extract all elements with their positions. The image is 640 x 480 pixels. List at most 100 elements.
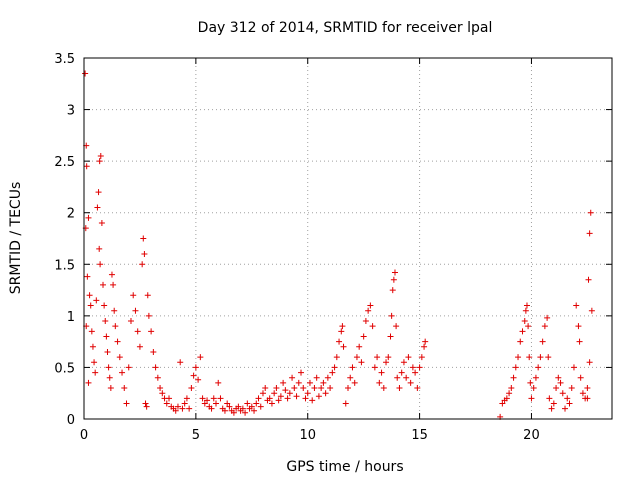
data-point xyxy=(251,407,258,414)
data-point xyxy=(340,343,347,350)
data-point xyxy=(85,379,92,386)
data-point xyxy=(541,323,548,330)
data-point xyxy=(280,379,287,386)
data-point xyxy=(91,359,98,366)
data-point xyxy=(140,235,147,242)
data-point xyxy=(568,385,575,392)
data-point xyxy=(403,374,410,381)
data-point xyxy=(257,403,264,410)
data-point xyxy=(273,385,280,392)
data-points xyxy=(82,70,595,420)
data-point xyxy=(295,379,302,386)
data-point xyxy=(286,390,293,397)
data-point xyxy=(119,369,126,376)
data-point xyxy=(197,354,204,361)
data-point xyxy=(83,163,90,170)
data-point xyxy=(564,395,571,402)
data-point xyxy=(298,369,305,376)
y-tick-label: 0.5 xyxy=(54,361,75,376)
x-tick-labels: 0 5 10 15 20 xyxy=(80,428,540,443)
data-point xyxy=(268,400,275,407)
data-point xyxy=(88,328,95,335)
data-point xyxy=(345,385,351,392)
data-point xyxy=(204,397,211,404)
data-point xyxy=(291,385,298,392)
data-point xyxy=(586,230,593,237)
data-point xyxy=(527,379,534,386)
data-point xyxy=(82,70,89,77)
data-point xyxy=(587,209,594,216)
data-point xyxy=(515,354,522,361)
data-point xyxy=(97,261,104,268)
data-point xyxy=(89,343,96,350)
data-point xyxy=(535,364,542,371)
data-point xyxy=(544,314,551,321)
data-point xyxy=(320,379,327,386)
data-point xyxy=(148,328,155,335)
data-point xyxy=(315,393,322,400)
data-point xyxy=(562,405,569,412)
data-point xyxy=(306,379,313,386)
data-point xyxy=(356,343,363,350)
data-point xyxy=(213,400,219,407)
data-point xyxy=(125,364,132,371)
data-point xyxy=(532,374,539,381)
data-point xyxy=(539,338,546,345)
data-point xyxy=(329,369,336,376)
data-point xyxy=(93,297,100,304)
y-tick-label: 2 xyxy=(67,207,75,222)
data-point xyxy=(255,395,262,402)
data-point xyxy=(150,348,157,355)
data-point xyxy=(309,397,316,404)
data-point xyxy=(376,379,383,386)
data-point xyxy=(163,400,170,407)
data-point xyxy=(111,307,118,314)
data-point xyxy=(105,364,112,371)
y-tick-labels: 0 0.5 1 1.5 2 2.5 3 3.5 xyxy=(54,52,75,428)
data-point xyxy=(181,400,188,407)
data-point xyxy=(512,364,519,371)
data-point xyxy=(324,374,331,381)
data-point xyxy=(226,403,233,410)
data-point xyxy=(104,348,111,355)
data-point xyxy=(365,307,372,314)
data-point xyxy=(362,318,369,325)
data-point xyxy=(107,385,114,392)
data-point xyxy=(103,333,110,340)
y-tick-label: 3.5 xyxy=(54,52,75,67)
data-point xyxy=(414,385,421,392)
data-point xyxy=(396,385,403,392)
data-point xyxy=(221,407,228,414)
data-point xyxy=(412,369,419,376)
data-point xyxy=(127,318,134,325)
data-point xyxy=(190,372,197,379)
data-point xyxy=(537,354,544,361)
data-point xyxy=(521,318,528,325)
data-point xyxy=(143,403,150,410)
data-point xyxy=(94,204,101,211)
data-point xyxy=(154,374,161,381)
data-point xyxy=(293,393,300,400)
data-point xyxy=(142,400,149,407)
plot-frame xyxy=(83,57,613,420)
data-point xyxy=(259,390,266,397)
data-point xyxy=(331,364,338,371)
x-tick-label: 20 xyxy=(523,428,540,443)
data-point xyxy=(166,395,173,402)
data-point xyxy=(548,405,555,412)
x-tick-label: 15 xyxy=(411,428,428,443)
data-point xyxy=(378,369,385,376)
data-point xyxy=(407,379,414,386)
data-point xyxy=(506,390,513,397)
data-point xyxy=(98,220,105,227)
data-point xyxy=(208,405,215,412)
data-point xyxy=(522,307,529,314)
x-tick-label: 10 xyxy=(299,428,316,443)
data-point xyxy=(134,328,141,335)
data-point xyxy=(585,276,592,283)
y-axis-label: SRMTID / TECUs xyxy=(8,182,24,295)
data-point xyxy=(338,328,345,335)
data-point xyxy=(132,307,139,314)
data-point xyxy=(577,374,584,381)
data-point xyxy=(136,343,143,350)
